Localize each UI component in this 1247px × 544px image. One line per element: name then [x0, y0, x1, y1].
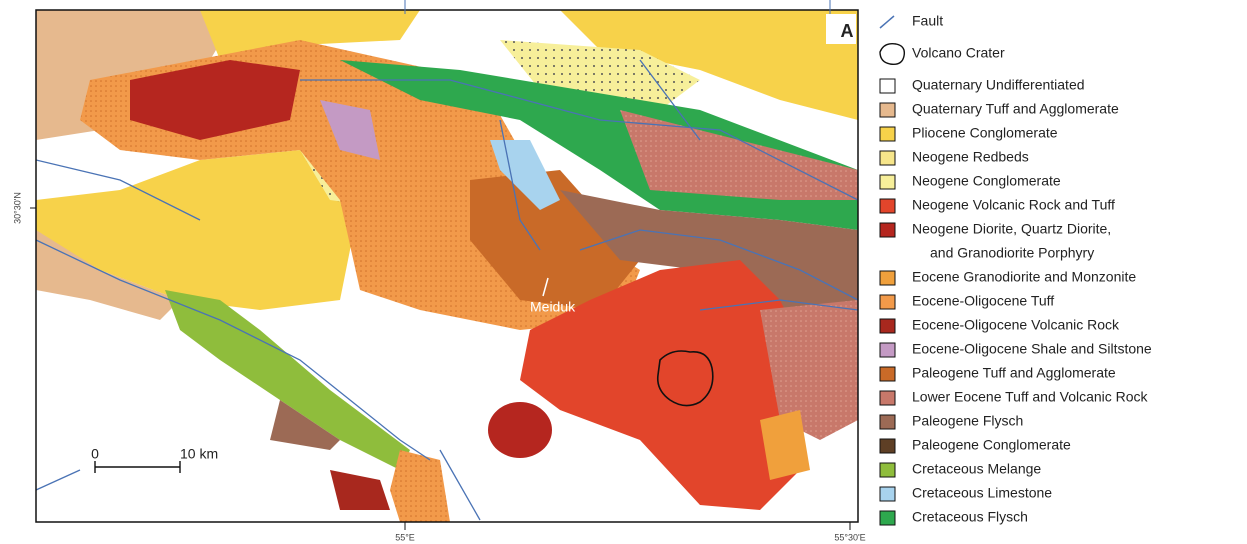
legend-label: and Granodiorite Porphyry — [930, 245, 1094, 261]
legend-swatch — [880, 127, 895, 141]
legend-label: Paleogene Tuff and Agglomerate — [912, 365, 1116, 381]
legend-swatch — [880, 175, 895, 189]
legend-swatch — [880, 271, 895, 285]
legend: Fault Volcano Crater Quaternary Undifferen… — [880, 13, 1152, 525]
lon-label: 55°E — [395, 532, 415, 542]
page: Meiduk A 0 10 km 55°E 55°30'E 30°30'N Fa… — [0, 0, 1247, 544]
map-area: Meiduk A 0 10 km — [36, 10, 858, 522]
legend-swatch — [880, 319, 895, 333]
legend-swatch — [880, 295, 895, 309]
lon-label: 55°30'E — [834, 532, 865, 542]
scale-start: 0 — [91, 446, 99, 462]
geologic-map: Meiduk A 0 10 km 55°E 55°30'E 30°30'N Fa… — [0, 0, 1247, 544]
legend-label: Cretaceous Flysch — [912, 509, 1028, 525]
legend-label: Cretaceous Melange — [912, 461, 1041, 477]
legend-swatch — [880, 415, 895, 429]
place-label: Meiduk — [530, 299, 576, 315]
legend-label: Eocene Granodiorite and Monzonite — [912, 269, 1136, 285]
legend-label: Volcano Crater — [912, 45, 1005, 61]
scale-end: 10 km — [180, 446, 218, 462]
legend-label: Neogene Redbeds — [912, 149, 1029, 165]
lat-label: 30°30'N — [12, 192, 22, 224]
legend-swatch — [880, 79, 895, 93]
legend-label: Neogene Volcanic Rock and Tuff — [912, 197, 1115, 213]
legend-swatch — [880, 463, 895, 477]
legend-swatch — [880, 367, 895, 381]
legend-swatch — [880, 343, 895, 357]
legend-label: Paleogene Flysch — [912, 413, 1023, 429]
legend-label: Pliocene Conglomerate — [912, 125, 1058, 141]
legend-label: Fault — [912, 13, 943, 29]
legend-label: Neogene Conglomerate — [912, 173, 1061, 189]
legend-label: Quaternary Undifferentiated — [912, 77, 1085, 93]
legend-label: Paleogene Conglomerate — [912, 437, 1071, 453]
legend-swatch — [880, 223, 895, 237]
legend-label: Eocene-Oligocene Tuff — [912, 293, 1054, 309]
legend-fault-icon — [880, 16, 894, 28]
unit-area — [488, 402, 552, 458]
legend-swatch — [880, 487, 895, 501]
legend-crater-icon — [880, 44, 904, 65]
legend-swatch — [880, 103, 895, 117]
legend-swatch — [880, 151, 895, 165]
legend-swatch — [880, 391, 895, 405]
legend-label: Eocene-Oligocene Shale and Siltstone — [912, 341, 1152, 357]
panel-label: A — [841, 21, 854, 41]
legend-swatch — [880, 439, 895, 453]
legend-swatch — [880, 511, 895, 525]
legend-label: Lower Eocene Tuff and Volcanic Rock — [912, 389, 1149, 405]
legend-label: Neogene Diorite, Quartz Diorite, — [912, 221, 1111, 237]
legend-label: Cretaceous Limestone — [912, 485, 1052, 501]
legend-swatch — [880, 199, 895, 213]
legend-label: Quaternary Tuff and Agglomerate — [912, 101, 1119, 117]
legend-label: Eocene-Oligocene Volcanic Rock — [912, 317, 1120, 333]
